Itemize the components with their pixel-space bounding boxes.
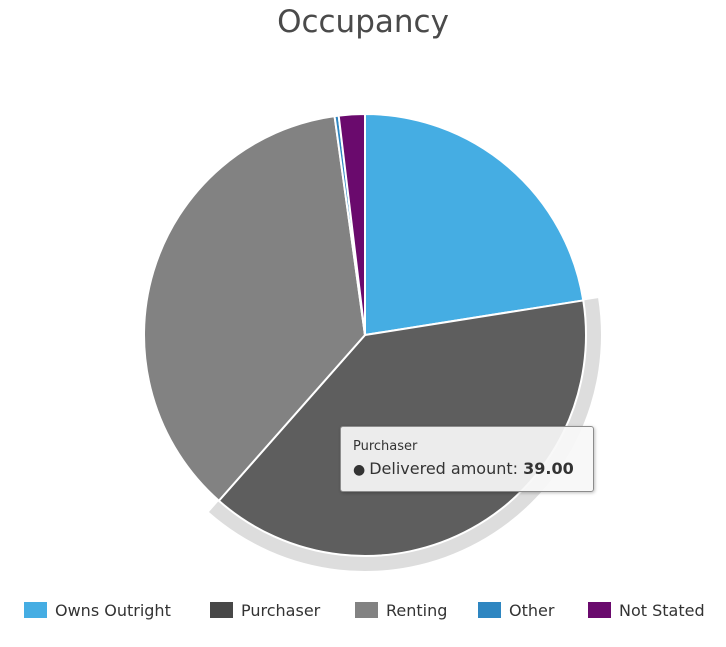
tooltip-value: 39.00 — [523, 459, 574, 478]
tooltip-series-label: Delivered amount — [369, 459, 513, 478]
legend: Owns Outright Purchaser Renting Other No… — [24, 598, 714, 622]
legend-swatch — [210, 602, 233, 618]
slice-renting[interactable] — [143, 115, 366, 502]
legend-swatch — [588, 602, 611, 618]
tooltip-title: Purchaser — [353, 439, 418, 454]
legend-swatch — [24, 602, 47, 618]
legend-label: Renting — [386, 600, 448, 620]
legend-label: Not Stated — [619, 600, 705, 620]
legend-label: Purchaser — [241, 600, 321, 620]
legend-item-other[interactable]: Other — [478, 598, 554, 622]
legend-item-owns-outright[interactable]: Owns Outright — [24, 598, 171, 622]
legend-swatch — [478, 602, 501, 618]
pie-chart — [143, 112, 601, 572]
legend-label: Owns Outright — [55, 600, 171, 620]
chart-title: Occupancy — [277, 4, 449, 40]
legend-item-not-stated[interactable]: Not Stated — [588, 598, 705, 622]
tooltip-row: ● Delivered amount: 39.00 — [353, 459, 593, 480]
tooltip: Purchaser ● Delivered amount: 39.00 — [340, 426, 594, 492]
pie-slices — [143, 112, 601, 572]
tooltip-separator: : — [512, 459, 524, 478]
slice-not-stated[interactable] — [337, 112, 366, 336]
legend-item-purchaser[interactable]: Purchaser — [210, 598, 320, 622]
legend-swatch — [355, 602, 378, 618]
legend-item-renting[interactable]: Renting — [355, 598, 447, 622]
slice-owns-outright[interactable] — [364, 113, 585, 336]
legend-label: Other — [509, 600, 555, 620]
tooltip-bullet-icon: ● — [353, 462, 366, 478]
